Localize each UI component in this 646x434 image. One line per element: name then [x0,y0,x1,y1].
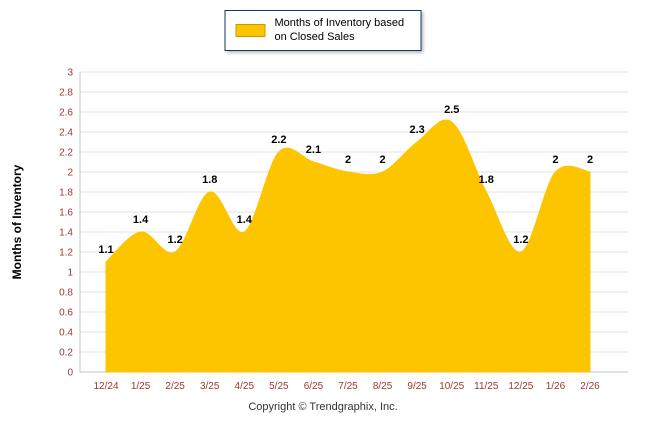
x-tick-label: 12/24 [93,381,118,392]
x-tick-label: 9/25 [407,381,427,392]
data-label: 1.1 [98,244,113,256]
x-tick-label: 1/25 [131,381,151,392]
x-tick-label: 3/25 [200,381,220,392]
y-tick-label: 2 [67,168,73,179]
legend-swatch [235,23,266,37]
data-label: 2.3 [409,124,424,136]
y-tick-label: 0 [67,368,73,379]
y-tick-label: 0.2 [59,348,73,359]
legend-label: Months of Inventory based on Closed Sale… [274,17,405,44]
y-tick-label: 0.4 [59,328,73,339]
data-label: 1.4 [133,214,149,226]
x-tick-label: 10/25 [439,381,464,392]
y-tick-label: 0.8 [59,288,73,299]
data-label: 1.2 [513,234,528,246]
x-tick-label: 2/26 [580,381,600,392]
data-label: 2 [587,154,593,166]
x-tick-label: 8/25 [373,381,393,392]
area-series [105,119,591,373]
data-label: 1.8 [202,174,217,186]
y-tick-label: 1.4 [59,228,73,239]
y-tick-label: 3 [67,68,73,79]
y-tick-label: 2.4 [59,128,73,139]
y-tick-label: 1.6 [59,208,73,219]
y-tick-label: 2.6 [59,108,73,119]
data-label: 1.8 [479,174,494,186]
data-label: 2 [552,154,558,166]
y-tick-label: 1 [67,268,73,279]
data-label: 2.5 [444,104,459,116]
x-tick-label: 11/25 [474,381,499,392]
x-tick-label: 5/25 [269,381,289,392]
y-tick-label: 1.2 [59,248,73,259]
y-tick-label: 2.8 [59,88,73,99]
x-tick-label: 6/25 [304,381,324,392]
y-tick-label: 2.2 [59,148,73,159]
data-label: 2 [380,154,386,166]
data-label: 2.1 [306,144,321,156]
y-tick-label: 1.8 [59,188,73,199]
x-tick-label: 1/26 [546,381,566,392]
data-label: 1.4 [237,214,253,226]
area-chart: 0 0.2 0.4 0.6 0.8 1 1.2 1.4 1.6 1.8 2 2.2 2.4 2.6 2.8 3… [59,68,628,392]
legend: Months of Inventory based on Closed Sale… [224,10,422,51]
x-tick-label: 4/25 [235,381,255,392]
y-tick-label: 0.6 [59,308,73,319]
copyright-text: Copyright © Trendgraphix, Inc. [248,401,398,413]
x-tick-label: 2/25 [165,381,185,392]
data-label: 1.2 [167,234,182,246]
x-tick-label: 12/25 [508,381,533,392]
data-label: 2 [345,154,351,166]
x-tick-label: 7/25 [338,381,358,392]
data-label: 2.2 [271,134,286,146]
